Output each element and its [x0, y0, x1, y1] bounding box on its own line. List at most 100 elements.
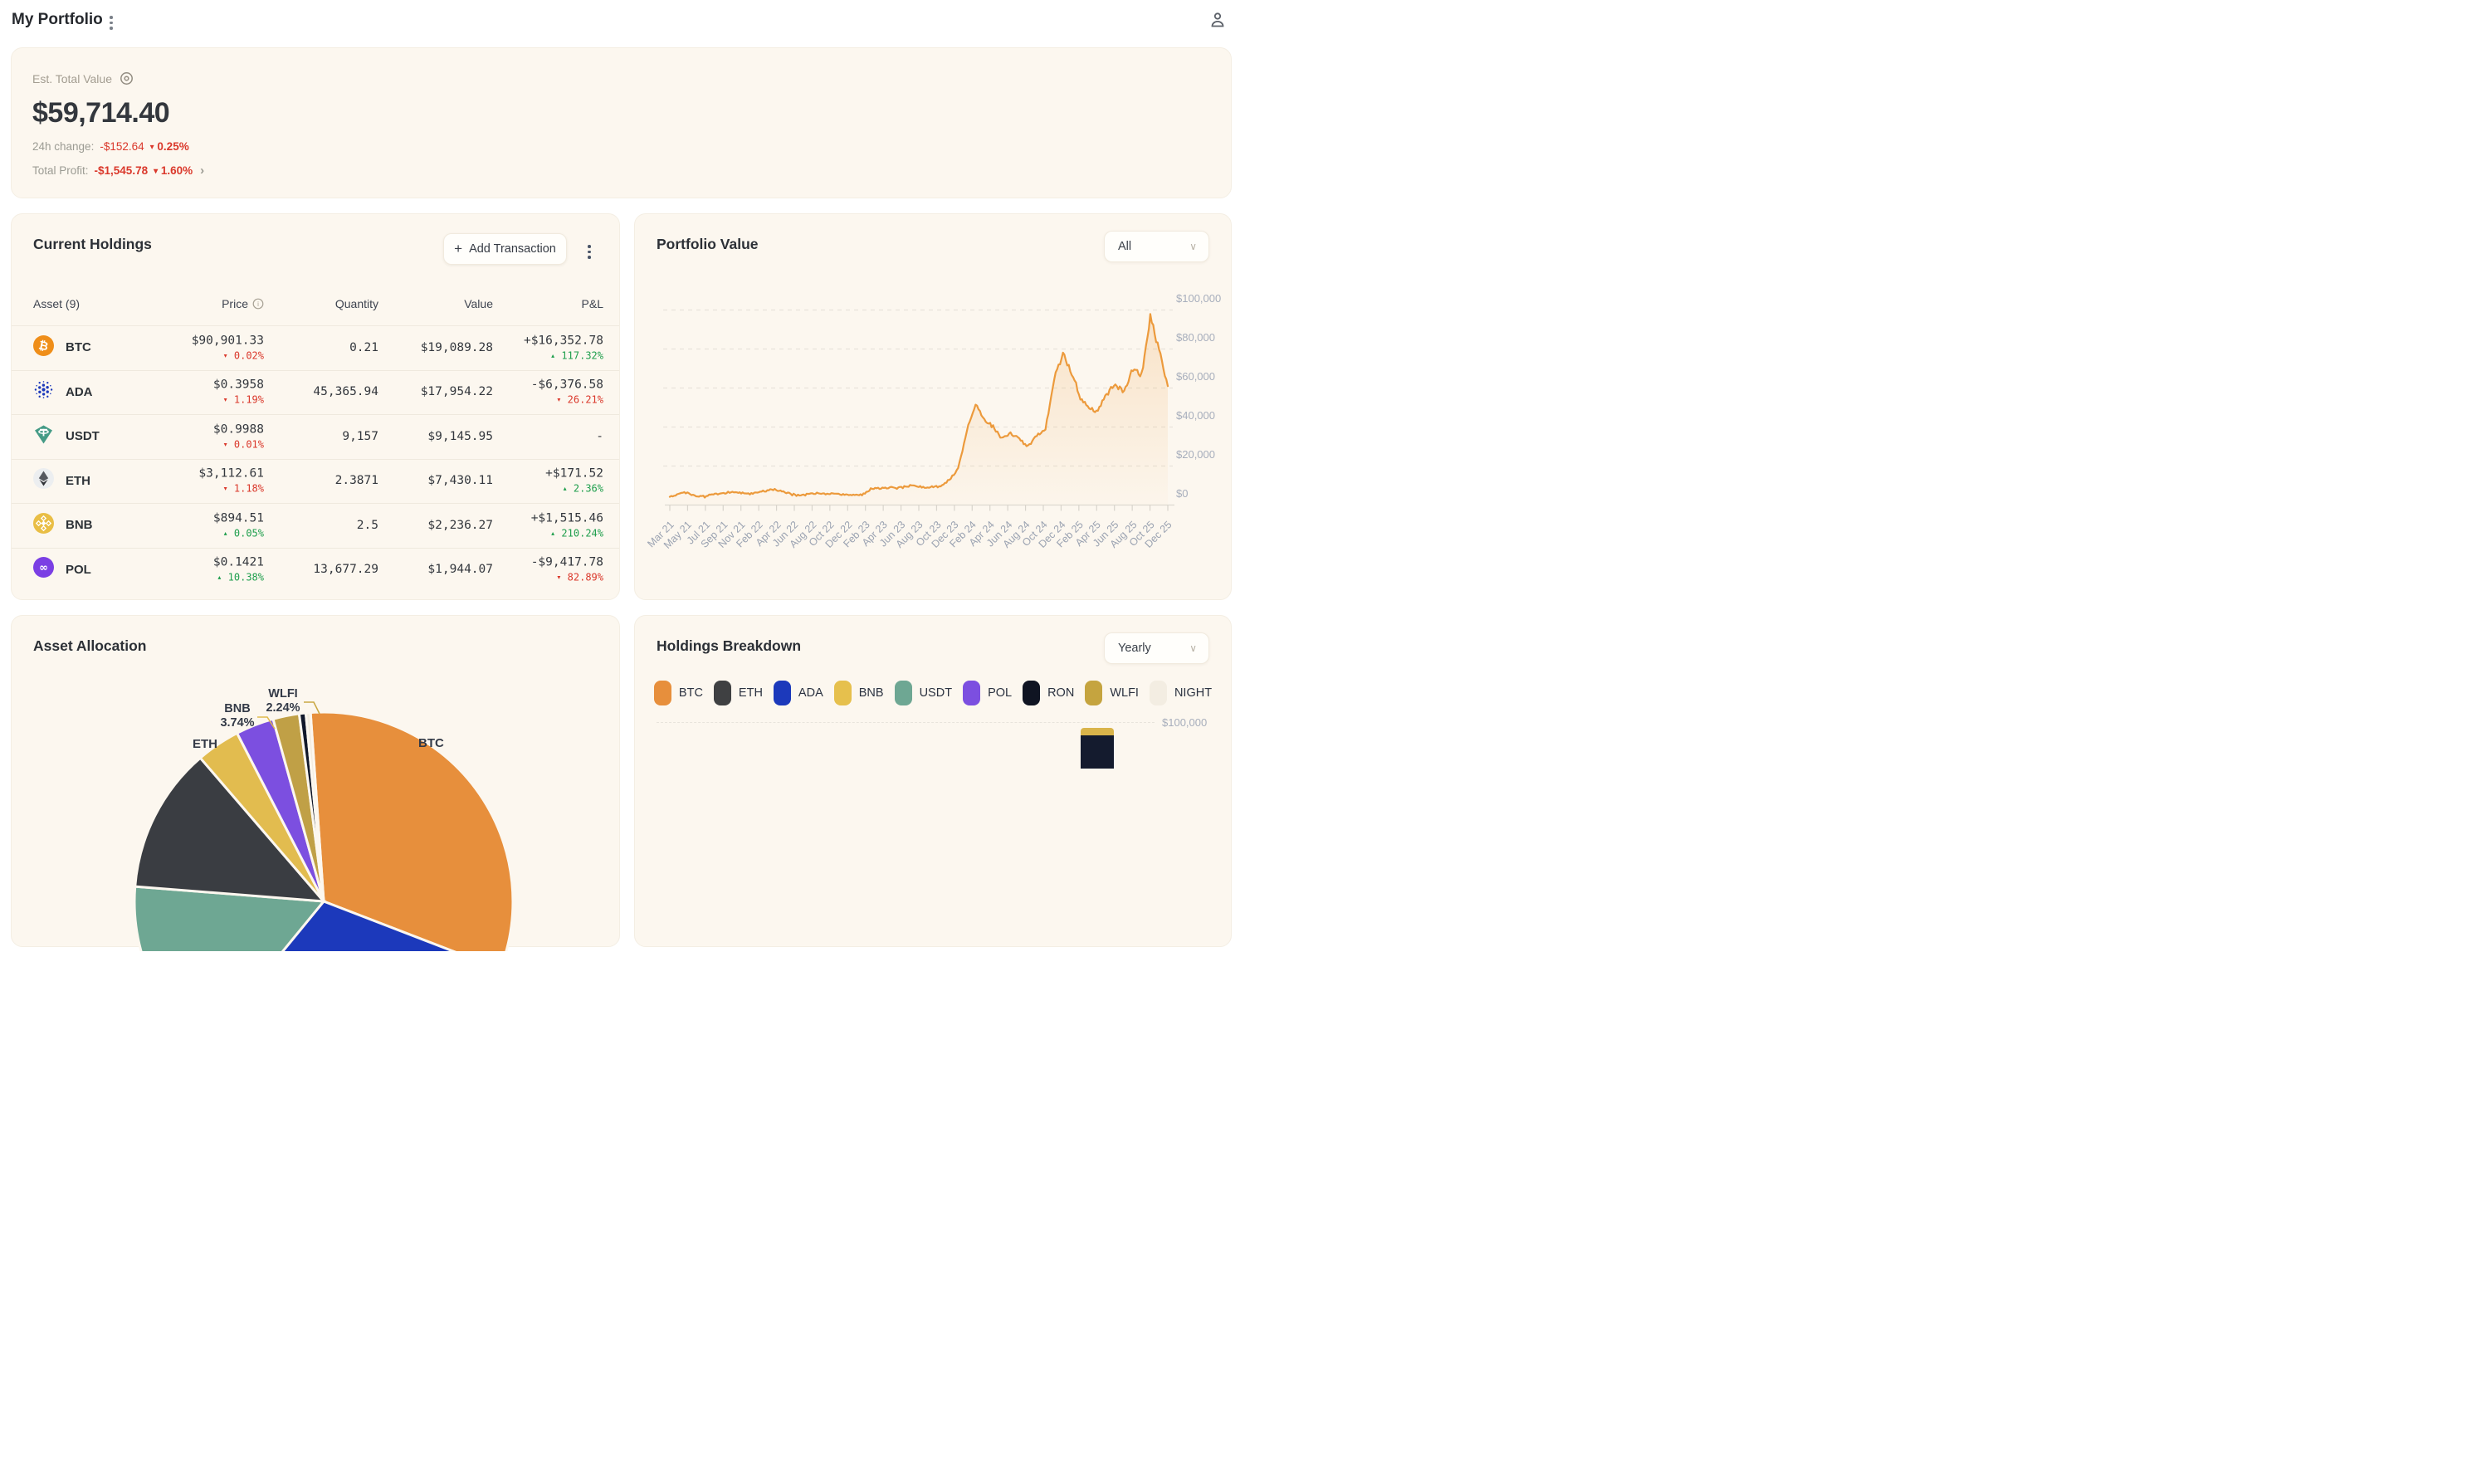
est-total-value-label: Est. Total Value	[32, 71, 112, 85]
holdings-row-usdt[interactable]: USDT $0.9988 ▾ 0.01% 9,157 $9,145.95 -	[12, 414, 619, 459]
pie-label-eth: ETH	[193, 737, 217, 751]
legend-item-bnb[interactable]: BNB	[833, 681, 884, 705]
price-info-icon[interactable]: i	[252, 298, 264, 310]
asset-cell: ₿ BTC	[33, 334, 91, 360]
pnl-cell: -	[487, 430, 603, 443]
price-cell: $894.51 ▴ 0.05%	[131, 511, 264, 539]
price-change: ▾ 0.02%	[222, 349, 264, 362]
asset-symbol: ADA	[66, 384, 93, 399]
holdings-menu-icon[interactable]	[584, 242, 594, 262]
value-cell: $17,954.22	[420, 385, 493, 399]
ada-coin-icon	[33, 379, 54, 404]
legend-item-night[interactable]: NIGHT	[1149, 681, 1212, 705]
asset-allocation-panel: Asset Allocation BTC 31.97%ADA 30.07%USD…	[11, 615, 620, 951]
quantity-cell: 13,677.29	[313, 563, 378, 577]
total-profit-row[interactable]: Total Profit: -$1,545.78 ▾ 1.60% ›	[32, 164, 1210, 178]
legend-swatch	[713, 681, 731, 705]
usdt-coin-icon	[33, 424, 54, 449]
column-asset: Asset (9)	[33, 297, 81, 310]
pie-label-btc: BTC	[418, 736, 444, 750]
portfolio-menu-icon[interactable]	[106, 12, 116, 33]
legend-swatch	[833, 681, 852, 705]
price-cell: $90,901.33 ▾ 0.02%	[131, 334, 264, 361]
chevron-down-icon: ∨	[1189, 241, 1197, 252]
holdings-row-eth[interactable]: ETH $3,112.61 ▾ 1.18% 2.3871 $7,430.11 +…	[12, 459, 619, 504]
quantity-cell: 2.3871	[334, 474, 378, 488]
legend-label: ETH	[738, 686, 763, 700]
price-change: ▾ 1.19%	[222, 393, 264, 406]
legend-item-ada[interactable]: ADA	[773, 681, 823, 705]
asset-cell: ETH	[33, 468, 90, 493]
total-profit-value: -$1,545.78	[94, 164, 149, 177]
asset-symbol: BNB	[66, 518, 93, 533]
holdings-row-pol[interactable]: ∞ POL $0.1421 ▴ 10.38% 13,677.29 $1,944.…	[12, 548, 619, 593]
legend-swatch	[653, 681, 671, 705]
portfolio-value-chart[interactable]	[635, 214, 1231, 599]
add-transaction-button[interactable]: + Add Transaction	[443, 233, 567, 265]
legend-label: RON	[1047, 686, 1075, 700]
legend-swatch	[894, 681, 912, 705]
pnl-cell: -$9,417.78 ▾ 82.89%	[487, 556, 603, 583]
pnl-cell: +$171.52 ▴ 2.36%	[487, 467, 603, 495]
total-value: $59,714.40	[32, 97, 170, 129]
pv-ytick-label: $60,000	[1176, 369, 1215, 383]
asset-allocation-title: Asset Allocation	[33, 637, 147, 654]
price-value: $90,901.33	[191, 334, 264, 348]
portfolio-value-panel: Portfolio Value All ∨ $0 $20,000 $40,000 $6…	[634, 213, 1232, 600]
legend-swatch	[773, 681, 791, 705]
user-account-icon[interactable]	[1208, 10, 1228, 34]
column-pnl: P&L	[581, 297, 603, 310]
column-quantity: Quantity	[334, 297, 378, 310]
legend-label: POL	[988, 686, 1013, 700]
legend-item-btc[interactable]: BTC	[653, 681, 703, 705]
holdings-row-bnb[interactable]: BNB $894.51 ▴ 0.05% 2.5 $2,236.27 +$1,51…	[12, 503, 619, 548]
value-cell: $19,089.28	[420, 340, 493, 354]
pnl-value: -$9,417.78	[530, 555, 603, 569]
breakdown-ytick-label: $100,000	[1162, 716, 1208, 729]
price-change: ▴ 10.38%	[217, 571, 264, 583]
price-change: ▾ 1.18%	[222, 482, 264, 495]
pv-ytick-label: $20,000	[1176, 447, 1215, 461]
legend-label: BTC	[678, 686, 703, 700]
legend-item-eth[interactable]: ETH	[713, 681, 763, 705]
pnl-pct: ▴ 210.24%	[550, 527, 603, 539]
profit-detail-chevron-icon[interactable]: ›	[200, 164, 205, 178]
svg-text:i: i	[257, 300, 259, 308]
column-price: Price i	[131, 297, 264, 310]
price-cell: $0.9988 ▾ 0.01%	[131, 422, 264, 450]
holdings-breakdown-panel: Holdings Breakdown Yearly ∨ BTC ETH ADA BNB…	[634, 615, 1232, 947]
pie-label-wlfi: WLFI 2.24%	[266, 687, 300, 715]
change-24h-label: 24h change:	[32, 140, 95, 153]
allocation-pie-chart[interactable]: BTC 31.97%ADA 30.07%USDT 15.32%ETH 12.44…	[133, 702, 515, 951]
pnl-value: +$16,352.78	[523, 334, 603, 348]
quantity-cell: 9,157	[342, 429, 378, 443]
legend-swatch	[963, 681, 981, 705]
asset-symbol: BTC	[66, 340, 91, 355]
legend-item-pol[interactable]: POL	[963, 681, 1012, 705]
legend-swatch	[1023, 681, 1041, 705]
price-cell: $3,112.61 ▾ 1.18%	[131, 467, 264, 495]
holdings-row-ada[interactable]: ADA $0.3958 ▾ 1.19% 45,365.94 $17,954.22…	[12, 370, 619, 415]
eth-coin-icon	[33, 468, 54, 493]
legend-item-wlfi[interactable]: WLFI	[1085, 681, 1139, 705]
breakdown-range-dropdown[interactable]: Yearly ∨	[1104, 632, 1209, 664]
svg-text:₿: ₿	[37, 339, 49, 354]
change-24h-value: -$152.64	[100, 140, 144, 153]
pv-ytick-label: $0	[1176, 486, 1189, 500]
holdings-row-btc[interactable]: ₿ BTC $90,901.33 ▾ 0.02% 0.21 $19,089.28…	[12, 325, 619, 370]
legend-item-usdt[interactable]: USDT	[894, 681, 952, 705]
portfolio-range-dropdown[interactable]: All ∨	[1104, 231, 1209, 262]
pnl-pct: ▾ 26.21%	[556, 393, 603, 406]
legend-label: BNB	[858, 686, 884, 700]
top-bar: My Portfolio	[0, 0, 1242, 40]
asset-cell: BNB	[33, 512, 93, 538]
legend-item-ron[interactable]: RON	[1023, 681, 1074, 705]
pnl-value: -	[596, 429, 603, 443]
asset-cell: USDT	[33, 424, 100, 449]
breakdown-stacked-bar[interactable]	[1081, 728, 1114, 769]
hide-balance-eye-icon[interactable]	[120, 71, 134, 85]
price-value: $0.9988	[212, 422, 264, 437]
change-24h-pct: ▾ 0.25%	[149, 140, 189, 153]
legend-label: ADA	[798, 686, 823, 700]
price-value: $894.51	[212, 511, 264, 525]
